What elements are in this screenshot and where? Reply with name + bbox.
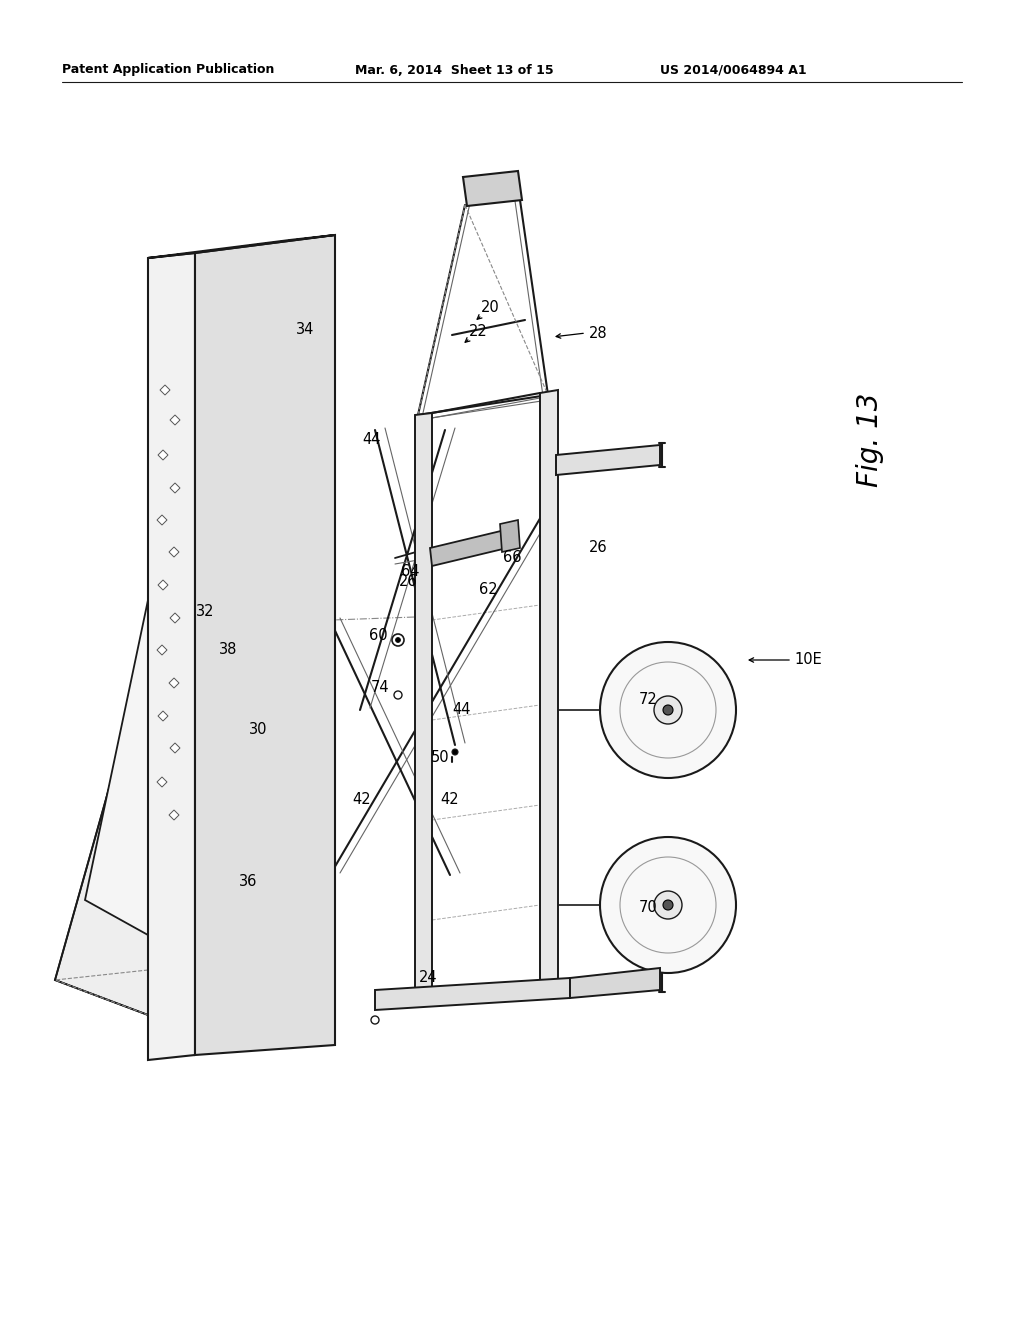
Text: 72: 72 xyxy=(639,693,657,708)
Text: Mar. 6, 2014  Sheet 13 of 15: Mar. 6, 2014 Sheet 13 of 15 xyxy=(355,63,554,77)
Polygon shape xyxy=(170,483,180,492)
Circle shape xyxy=(654,891,682,919)
Text: 10E: 10E xyxy=(795,652,822,668)
Circle shape xyxy=(663,900,673,909)
Polygon shape xyxy=(148,253,195,1060)
Polygon shape xyxy=(195,235,335,1055)
Text: 44: 44 xyxy=(453,702,471,718)
Text: 60: 60 xyxy=(369,627,387,643)
Text: 36: 36 xyxy=(239,874,257,890)
Polygon shape xyxy=(170,414,180,425)
Text: 28: 28 xyxy=(589,326,607,341)
Circle shape xyxy=(600,642,736,777)
Polygon shape xyxy=(169,678,179,688)
Text: 42: 42 xyxy=(352,792,372,808)
Text: 24: 24 xyxy=(419,970,437,986)
Text: 62: 62 xyxy=(478,582,498,598)
Text: 26: 26 xyxy=(589,540,607,556)
Polygon shape xyxy=(169,546,179,557)
Circle shape xyxy=(394,690,402,700)
Text: 42: 42 xyxy=(440,792,460,808)
Polygon shape xyxy=(375,978,570,1010)
Text: 44: 44 xyxy=(362,433,381,447)
Circle shape xyxy=(392,634,404,645)
Text: 20: 20 xyxy=(480,301,500,315)
Circle shape xyxy=(600,837,736,973)
Circle shape xyxy=(654,696,682,723)
Text: 26: 26 xyxy=(398,574,418,590)
Circle shape xyxy=(663,705,673,715)
Circle shape xyxy=(452,748,458,755)
Circle shape xyxy=(371,1016,379,1024)
Text: 50: 50 xyxy=(431,750,450,764)
Text: 32: 32 xyxy=(196,605,214,619)
Polygon shape xyxy=(157,645,167,655)
Polygon shape xyxy=(157,777,167,787)
Text: Fig. 13: Fig. 13 xyxy=(856,393,884,487)
Text: 34: 34 xyxy=(296,322,314,338)
Polygon shape xyxy=(570,968,660,998)
Polygon shape xyxy=(556,445,660,475)
Text: 70: 70 xyxy=(639,899,657,915)
Polygon shape xyxy=(170,743,180,752)
Text: Patent Application Publication: Patent Application Publication xyxy=(62,63,274,77)
Text: 38: 38 xyxy=(219,643,238,657)
Polygon shape xyxy=(85,601,148,935)
Text: 30: 30 xyxy=(249,722,267,738)
Polygon shape xyxy=(158,579,168,590)
Polygon shape xyxy=(148,235,335,257)
Polygon shape xyxy=(160,385,170,395)
Text: 64: 64 xyxy=(400,565,419,579)
Polygon shape xyxy=(500,520,520,552)
Text: 66: 66 xyxy=(503,550,521,565)
Polygon shape xyxy=(158,711,168,721)
Polygon shape xyxy=(463,172,522,206)
Polygon shape xyxy=(415,413,432,995)
Polygon shape xyxy=(157,515,167,525)
Polygon shape xyxy=(158,450,168,459)
Polygon shape xyxy=(169,810,179,820)
Polygon shape xyxy=(170,612,180,623)
Text: 74: 74 xyxy=(371,681,389,696)
Polygon shape xyxy=(540,389,558,982)
Text: US 2014/0064894 A1: US 2014/0064894 A1 xyxy=(660,63,807,77)
Circle shape xyxy=(395,638,400,643)
Text: 22: 22 xyxy=(469,325,487,339)
Polygon shape xyxy=(430,531,507,566)
Polygon shape xyxy=(55,649,148,1015)
